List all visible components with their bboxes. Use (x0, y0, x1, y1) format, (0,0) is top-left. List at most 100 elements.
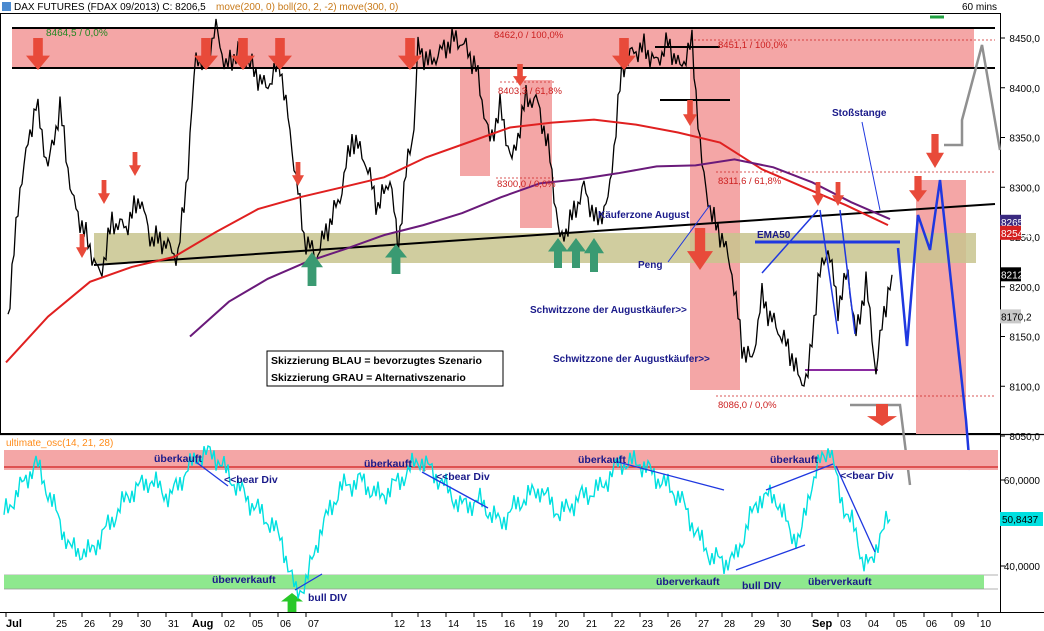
bull-div-arrow (281, 593, 303, 612)
osc-annotation: <<bear Div (840, 470, 894, 482)
price-annotations: 8464,5 / 0,0% 8462,0 / 100,0% 8451,1 / 100… (46, 28, 887, 411)
osc-title: ultimate_osc(14, 21, 28) (6, 438, 113, 449)
time-tick-label: 02 (224, 619, 236, 630)
sell-arrow (26, 38, 50, 70)
time-tick-label: 06 (280, 619, 292, 630)
osc-annotation: bull DIV (308, 592, 347, 604)
bear-div-line-2 (421, 471, 489, 509)
osc-annotation: <<bear Div (224, 474, 278, 486)
time-tick-label: 29 (754, 619, 766, 630)
time-tick-label: 09 (954, 619, 966, 630)
price-tick-label: 8400,0 (1009, 84, 1040, 95)
peng-pointer (667, 204, 711, 263)
time-tick-label: 07 (308, 619, 320, 630)
time-tick-label: 15 (476, 619, 488, 630)
osc-tick-label: 40,0000 (1004, 562, 1041, 573)
price-tick-label: 8250,0 (1009, 233, 1040, 244)
stossstange-pointer (861, 121, 881, 211)
time-tick-label: 21 (586, 619, 598, 630)
time-tick-label: 22 (614, 619, 626, 630)
divergence-lines (195, 461, 876, 591)
time-tick-label: 12 (394, 619, 406, 630)
price-annotation: 8311,6 / 61,8% (718, 176, 782, 187)
ema50-pointer-1 (761, 209, 819, 274)
sell-arrow (231, 38, 255, 70)
time-tick-label: 10 (980, 619, 992, 630)
price-annotation: EMA50 (757, 230, 791, 241)
time-tick-label: 30 (140, 619, 152, 630)
projection-zone (916, 180, 966, 434)
price-tick-label: 8050,0 (1009, 432, 1040, 443)
ema50-pointer-3 (839, 209, 856, 335)
buy-arrow (385, 244, 407, 274)
time-tick-label: Aug (192, 618, 213, 630)
price-annotation: 8086,0 / 0,0% (718, 400, 777, 411)
time-tick-label: 14 (448, 619, 460, 630)
time-tick-label: 06 (926, 619, 938, 630)
osc-badge-label: 50,8437 (1002, 515, 1039, 526)
osc-annotation: überkauft (770, 454, 818, 466)
price-tick-label: 8100,0 (1009, 382, 1040, 393)
retracement-zone-1 (460, 60, 490, 176)
osc-annotation: bull DIV (742, 580, 781, 592)
buy-arrow (584, 238, 604, 272)
time-tick-label: 13 (420, 619, 432, 630)
price-badge-box (1000, 225, 1021, 240)
price-tick-label: 8150,0 (1009, 333, 1040, 344)
sell-arrow (832, 182, 844, 206)
time-tick-label: 31 (168, 619, 180, 630)
osc-annotation: <<bear Div (436, 471, 490, 483)
sell-arrow (812, 182, 824, 206)
time-tick-label: 30 (780, 619, 792, 630)
price-annotation: Peng (638, 260, 662, 271)
support-trendline (93, 203, 996, 266)
osc-badge-box (1000, 512, 1043, 526)
time-tick-label: 29 (112, 619, 124, 630)
legend-box (266, 350, 504, 387)
sell-arrow (398, 38, 422, 70)
indicator-list: move(200, 0) boll(20, 2, -2) move(300, 0… (216, 2, 398, 13)
price-tick-label: 8300,0 (1009, 183, 1040, 194)
sell-arrow (268, 38, 292, 70)
price-annotation: 8403,3 / 61,8% (498, 86, 562, 97)
time-tick-label: 28 (724, 619, 736, 630)
bear-div-line-1 (195, 461, 229, 487)
ema50-pointer-2 (819, 209, 839, 335)
buy-arrow (566, 238, 586, 268)
price-series (7, 18, 893, 387)
sell-arrow (926, 134, 944, 168)
interval-label: 60 mins (962, 2, 997, 13)
osc-annotation: überverkauft (808, 576, 872, 588)
price-annotation: 8451,1 / 100,0% (718, 40, 788, 51)
buy-arrow (548, 238, 568, 268)
blue-scenario-sketch (667, 121, 972, 471)
price-badge-label: 8254,2 (1001, 229, 1032, 240)
price-badge-label: 8170,2 (1001, 312, 1032, 323)
time-axis: Jul 25 26 29 30 31 Aug 02 05 06 07 12 13 14 15 16 19 20 21… (5, 612, 992, 630)
bear-div-line-4 (765, 463, 834, 491)
time-tick-label: Sep (812, 618, 832, 630)
price-annotation: Käuferzone August (598, 210, 690, 221)
sell-arrow (683, 100, 697, 126)
retracement-zone-2 (520, 80, 552, 228)
price-badge-box (1000, 309, 1021, 324)
sell-arrow (76, 234, 88, 258)
sell-arrow (909, 176, 927, 202)
scenario-legend: Skizzierung BLAU = bevorzugtes Szenario … (266, 350, 504, 387)
sell-arrow (687, 228, 713, 270)
bear-div-line-3 (617, 461, 725, 491)
price-tick-label: 8350,0 (1009, 134, 1040, 145)
time-tick-label: 03 (840, 619, 852, 630)
instrument-title: DAX FUTURES (FDAX 09/2013) C: 8206,5 (14, 2, 206, 13)
time-tick-label: 26 (670, 619, 682, 630)
top-resistance-band (12, 28, 974, 68)
osc-tick-label: 60,0000 (1004, 476, 1041, 487)
time-tick-label: 23 (642, 619, 654, 630)
time-tick-label: 19 (532, 619, 544, 630)
sell-arrow (513, 64, 527, 86)
oscillator-series (3, 444, 891, 599)
grey-scenario-upper (944, 44, 1002, 151)
time-tick-label: 25 (56, 619, 68, 630)
buy-arrow (301, 252, 323, 286)
